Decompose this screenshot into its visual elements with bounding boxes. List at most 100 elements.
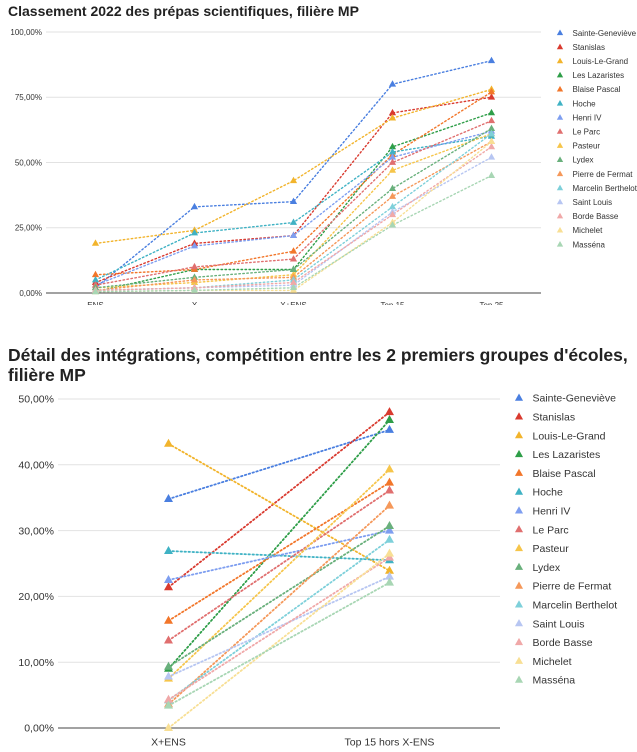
- data-point: [487, 137, 496, 145]
- y-tick-label: 10,00%: [18, 657, 54, 669]
- legend-label: Borde Basse: [573, 212, 619, 221]
- data-point: [164, 615, 173, 624]
- data-point: [487, 124, 496, 131]
- data-point: [190, 202, 199, 210]
- legend-marker: [514, 619, 524, 627]
- data-point: [164, 574, 173, 583]
- legend-label: Marcelin Berthelot: [533, 599, 618, 611]
- legend-label: Marcelin Berthelot: [573, 184, 637, 193]
- legend-marker: [514, 675, 524, 683]
- data-point: [190, 242, 199, 249]
- legend-label: Henri IV: [533, 505, 571, 517]
- legend-marker: [514, 468, 524, 476]
- legend-marker: [514, 562, 524, 570]
- series-line: [167, 468, 391, 680]
- legend-marker: [556, 156, 564, 162]
- legend-marker: [514, 449, 524, 458]
- series-line: [94, 133, 493, 289]
- legend-label: Sainte-Geneviève: [573, 29, 637, 38]
- legend-marker: [514, 637, 524, 646]
- legend-marker: [514, 581, 524, 589]
- legend-label: Henri IV: [573, 113, 603, 122]
- series-line: [167, 429, 391, 500]
- data-point: [385, 485, 394, 494]
- x-tick-label: Top 15: [380, 301, 405, 305]
- legend-marker: [514, 412, 524, 420]
- series-line: [94, 127, 493, 289]
- y-tick-label: 25,00%: [15, 224, 42, 233]
- data-point: [385, 565, 394, 574]
- chart-title: Classement 2022 des prépas scientifiques…: [8, 3, 359, 19]
- chart-plot-area: 0,00% 10,00% 20,00% 30,00% 40,00% 50,00% X+ENS…: [18, 393, 618, 749]
- data-point: [164, 700, 173, 709]
- data-point: [164, 635, 173, 644]
- legend-label: Hoche: [533, 487, 564, 499]
- data-point: [487, 171, 496, 178]
- series-line: [94, 88, 493, 245]
- series-line: [167, 552, 391, 729]
- data-point: [487, 88, 496, 95]
- y-tick-label: 0,00%: [19, 289, 42, 298]
- legend-label: Pierre de Fermat: [533, 581, 612, 593]
- legend-label: Stanislas: [533, 411, 576, 423]
- data-point: [385, 525, 394, 534]
- y-tick-label: 0,00%: [24, 723, 54, 735]
- data-point: [388, 166, 397, 173]
- legend-label: Le Parc: [533, 524, 569, 536]
- series-line: [167, 575, 391, 678]
- data-point: [388, 80, 397, 87]
- series-line: [167, 489, 391, 642]
- data-point: [388, 114, 397, 121]
- data-point: [385, 477, 394, 486]
- legend-marker: [514, 656, 524, 664]
- data-point: [487, 153, 496, 160]
- legend-label: Saint Louis: [533, 618, 585, 630]
- chart-plot-area: 0,00% 25,00% 50,00% 75,00% 100,00% ENS X X+ENS T…: [10, 28, 637, 305]
- data-point: [289, 265, 298, 272]
- data-point: [91, 270, 100, 278]
- legend-marker: [556, 184, 564, 191]
- data-point: [487, 93, 496, 100]
- data-point: [385, 534, 394, 543]
- legend-label: Masséna: [573, 240, 606, 249]
- x-tick-label: Top 15 hors X-ENS: [345, 737, 435, 749]
- data-point: [388, 148, 397, 155]
- legend-label: Lydex: [533, 562, 561, 574]
- series-line: [167, 538, 391, 702]
- y-tick-label: 20,00%: [18, 591, 54, 603]
- x-tick-label: ENS: [87, 301, 103, 305]
- series-line: [167, 581, 391, 707]
- data-point: [388, 184, 397, 191]
- data-point: [385, 424, 394, 433]
- data-point: [190, 275, 199, 283]
- data-point: [289, 247, 298, 254]
- legend-label: Le Parc: [573, 128, 601, 137]
- data-point: [164, 671, 173, 680]
- legend-label: Michelet: [573, 226, 604, 235]
- series-line: [167, 556, 391, 701]
- data-point: [289, 218, 298, 225]
- x-tick-label: Top 25: [479, 301, 504, 305]
- data-point: [487, 142, 496, 150]
- data-point: [91, 287, 100, 295]
- data-point: [388, 210, 397, 218]
- legend-label: Stanislas: [573, 43, 605, 52]
- legend-marker: [556, 43, 564, 50]
- legend-marker: [556, 142, 564, 148]
- data-point: [385, 407, 394, 416]
- series-line: [167, 504, 391, 706]
- legend-marker: [556, 128, 564, 134]
- data-point: [91, 239, 100, 246]
- legend-label: Lydex: [573, 156, 594, 165]
- data-point: [289, 278, 298, 285]
- legend-marker: [514, 393, 524, 401]
- series-line: [167, 411, 391, 589]
- legend-label: Les Lazaristes: [533, 449, 601, 461]
- y-tick-label: 75,00%: [15, 93, 42, 102]
- data-point: [289, 255, 298, 262]
- series-line: [167, 419, 391, 670]
- data-point: [385, 520, 394, 529]
- data-point: [388, 158, 397, 165]
- data-point: [385, 415, 394, 424]
- y-tick-label: 50,00%: [15, 158, 42, 167]
